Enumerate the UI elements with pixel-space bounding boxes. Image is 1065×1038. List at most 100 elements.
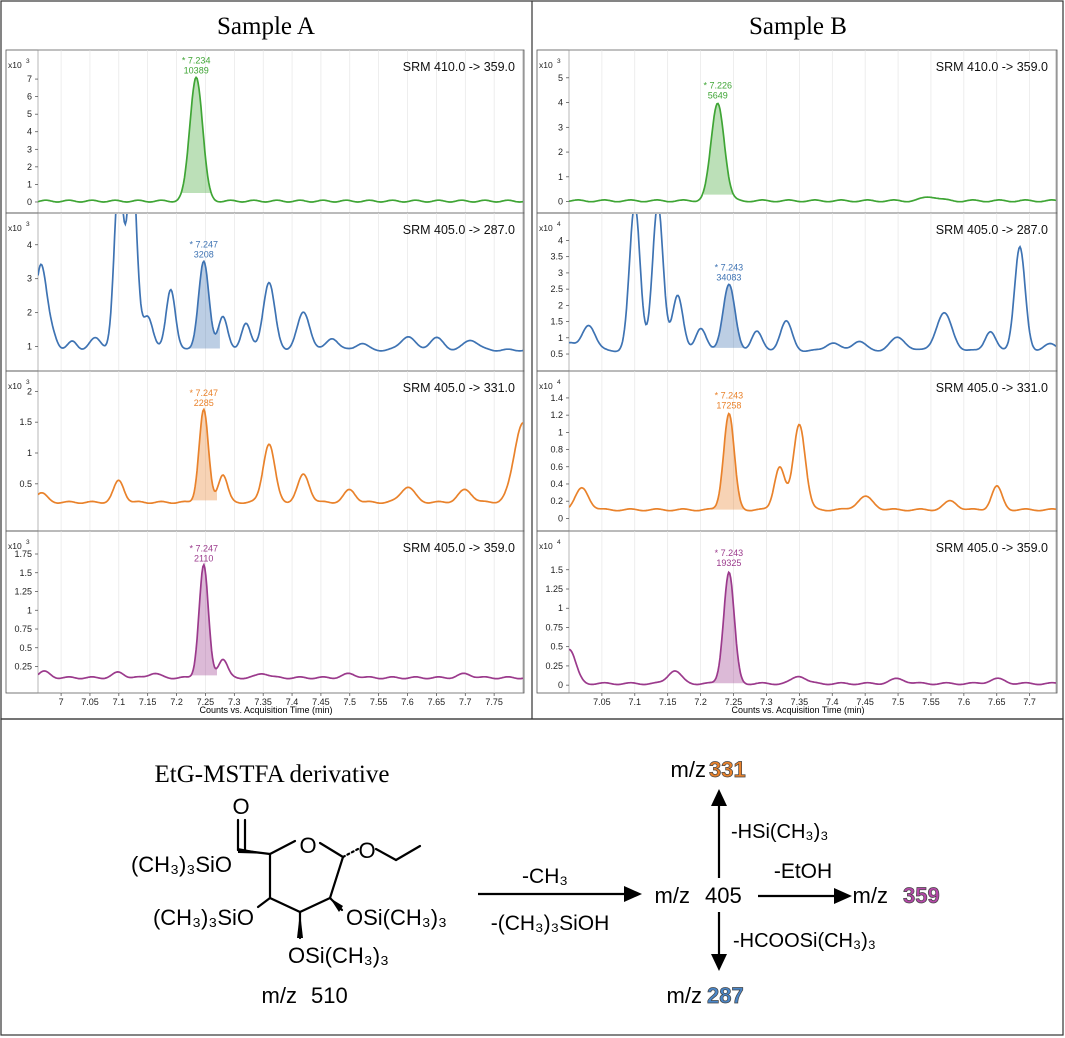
y-tick-label: 1.5 — [550, 565, 563, 575]
x-tick-label: 7.7 — [459, 697, 472, 707]
loss-down-label: -HCOOSi(CH₃)₃ — [733, 930, 876, 952]
y-tick-label: 0.2 — [550, 496, 563, 506]
plot-frame — [536, 370, 1058, 532]
plot-frame — [5, 49, 525, 214]
plot-area — [568, 370, 1057, 532]
y-tick-label: 1 — [27, 605, 32, 615]
x-tick-label: 7.3 — [760, 697, 773, 707]
ethoxy-bond — [394, 844, 422, 862]
y-tick-label: 4 — [558, 98, 563, 108]
peak-area — [182, 77, 212, 193]
peak-area-label: 3208 — [194, 250, 214, 260]
y-tick-label: 2 — [27, 308, 32, 318]
chart-b-row-1: 0.5 1 1.5 2 2.5 3 3.5 4 x10 4 SRM 405.0 -> 287.0 * … — [536, 212, 1058, 372]
y-exponent-base: x10 — [8, 223, 22, 233]
srm-title: SRM 405.0 -> 287.0 — [403, 223, 515, 237]
ring-substituent-bond — [256, 896, 272, 909]
y-tick-label: 1 — [27, 448, 32, 458]
y-exponent-base: x10 — [8, 381, 22, 391]
trace-line — [569, 214, 1056, 353]
y-tick-label: 0.5 — [19, 643, 32, 653]
x-tick-label: 7.65 — [988, 697, 1006, 707]
product-down-prefix: m/z — [667, 983, 702, 1008]
plot-area — [568, 530, 1057, 694]
x-tick-label: 7.65 — [428, 697, 446, 707]
ether-oxygen: O — [358, 838, 375, 863]
trace-line — [569, 412, 1056, 512]
trace-line — [569, 570, 1056, 686]
y-tick-label: 0.25 — [14, 662, 32, 672]
y-tick-label: 1.5 — [19, 417, 32, 427]
chart-a-row-0: 0 1 2 3 4 5 6 7 x10 3 SRM 410.0 -> 359.0 * 7.234103… — [5, 49, 525, 214]
x-tick-label: 7.6 — [401, 697, 414, 707]
y-tick-label: 6 — [27, 92, 32, 102]
y-tick-label: 4 — [558, 235, 563, 245]
y-tick-label: 2 — [558, 147, 563, 157]
chart-a-row-2: 0.5 1 1.5 2 x10 3 SRM 405.0 -> 331.0 * 7.247228… — [5, 370, 525, 532]
peak-area-label: 2285 — [194, 398, 214, 408]
x-tick-label: 7.55 — [370, 697, 388, 707]
y-tick-label: 1.5 — [550, 317, 563, 327]
peak-area-label: 5649 — [708, 91, 728, 101]
product-right-value: 359 — [903, 883, 940, 908]
y-tick-label: 0.5 — [550, 349, 563, 359]
y-exponent-power: 3 — [26, 539, 30, 546]
peak-area-label: 2110 — [194, 553, 213, 563]
peak-area — [710, 413, 746, 510]
chart-b-row-2: 0 0.2 0.4 0.6 0.8 1 1.2 1.4 x10 4 SRM 405.0 -> 331… — [536, 370, 1058, 532]
y-tick-label: 1.25 — [545, 584, 563, 594]
peak-area — [703, 103, 734, 195]
group-left: (CH₃)₃SiO — [153, 905, 254, 930]
anomeric-bond — [341, 847, 360, 859]
peak-rt-label: * 7.226 — [703, 81, 732, 91]
x-tick-label: 7.15 — [659, 697, 677, 707]
y-exponent-base: x10 — [8, 541, 22, 551]
y-tick-label: 2 — [27, 386, 32, 396]
x-tick-label: 7.4 — [826, 697, 839, 707]
wedge-bond — [330, 898, 343, 912]
wedge-bond — [297, 912, 303, 938]
x-tick-label: 7.6 — [958, 697, 971, 707]
x-tick-label: 7.05 — [81, 697, 99, 707]
ethoxy-bond — [374, 847, 398, 862]
y-tick-label: 0.5 — [19, 479, 32, 489]
ring-bond — [298, 896, 332, 914]
y-tick-label: 1 — [558, 603, 563, 613]
group-upper-left: (CH₃)₃SiO — [131, 852, 232, 877]
x-tick-label: 7.15 — [139, 697, 157, 707]
y-tick-label: 1.2 — [550, 410, 563, 420]
plot-area — [568, 49, 1057, 214]
trace-line — [569, 102, 1056, 203]
y-tick-label: 5 — [558, 73, 563, 83]
y-exponent-power: 3 — [26, 379, 30, 386]
peak-area — [191, 409, 217, 501]
plot-frame — [5, 370, 525, 532]
panel-title-b: Sample B — [749, 13, 847, 40]
y-tick-label: 0.6 — [550, 462, 563, 472]
group-bottom: OSi(CH₃)₃ — [288, 943, 389, 968]
x-tick-label: 7.45 — [856, 697, 874, 707]
product-up-value: 331 — [709, 757, 746, 782]
ring-bond — [328, 855, 345, 900]
y-tick-label: 2 — [27, 162, 32, 172]
y-exponent-base: x10 — [539, 60, 553, 70]
y-tick-label: 1.75 — [14, 549, 32, 559]
x-tick-label: 7.5 — [344, 697, 357, 707]
y-tick-label: 4 — [27, 240, 32, 250]
peak-area-label: 10389 — [184, 65, 209, 75]
y-tick-label: 2 — [558, 300, 563, 310]
peak-area — [191, 565, 217, 676]
y-tick-label: 0.5 — [550, 642, 563, 652]
peak-rt-label: * 7.247 — [189, 388, 218, 398]
x-axis-label-b: Counts vs. Acquisition Time (min) — [731, 705, 864, 715]
y-tick-label: 4 — [27, 127, 32, 137]
peak-rt-label: * 7.243 — [715, 262, 744, 272]
y-tick-label: 1 — [558, 172, 563, 182]
y-tick-label: 2.5 — [550, 284, 563, 294]
arrow-label-top: -CH₃ — [522, 865, 568, 888]
srm-title: SRM 405.0 -> 331.0 — [936, 381, 1048, 395]
precursor-mz-prefix: m/z — [655, 883, 690, 908]
y-exponent-base: x10 — [8, 60, 22, 70]
x-tick-label: 7.5 — [892, 697, 905, 707]
